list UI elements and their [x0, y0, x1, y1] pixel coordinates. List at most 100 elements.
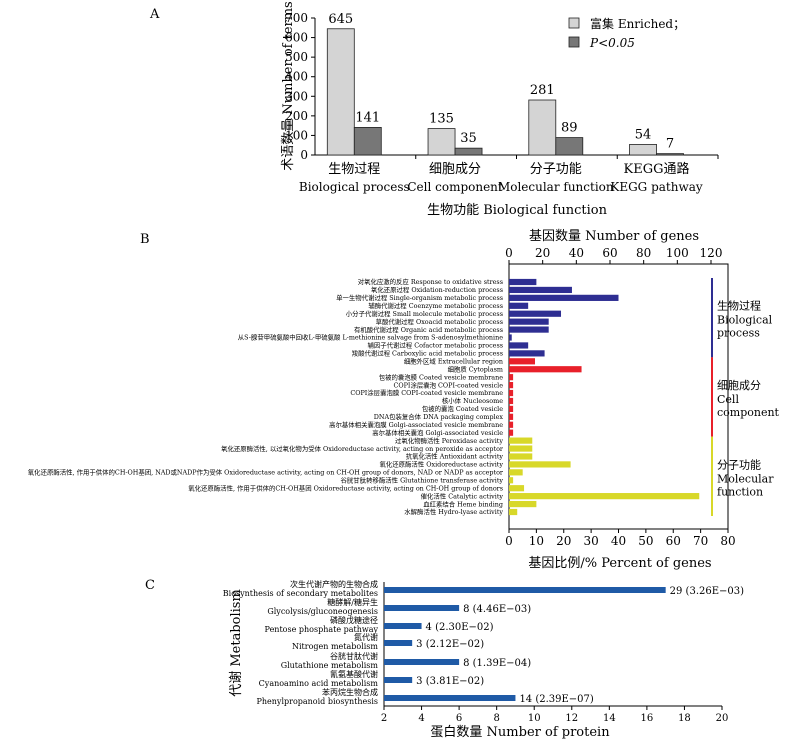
- c-bar: [384, 605, 460, 611]
- b-bar: [509, 302, 529, 309]
- a-category-cn: 细胞成分: [429, 162, 481, 177]
- a-y-tick-label: 100: [285, 128, 308, 142]
- b-term-label: 包被的囊泡膜 Coated vesicle membrane: [379, 372, 504, 381]
- b-term-label: 谷胱甘肽转移酶活性 Glutathione transferase activi…: [341, 475, 504, 484]
- b-bottom-tick-label: 0: [505, 534, 513, 548]
- a-bar: [353, 127, 382, 156]
- b-term-label: 水解酶活性 Hydro-lyase activity: [404, 507, 503, 516]
- a-legend-swatch: [568, 36, 580, 48]
- b-bar: [509, 477, 514, 484]
- b-term-label: 对氧化应激的反应 Response to oxidative stress: [358, 277, 503, 286]
- b-term-label: 核小体 Nucleosome: [442, 396, 503, 405]
- a-bar: [555, 137, 584, 156]
- b-bar: [509, 397, 514, 405]
- b-bottom-tick-label: 50: [638, 534, 653, 548]
- c-bar-value: 29 (3.26E−03): [670, 586, 744, 597]
- a-bar-value: 89: [561, 121, 578, 136]
- b-term-label: 过氧化物酶活性 Peroxidase activity: [395, 436, 503, 445]
- b-top-tick-label: 40: [569, 246, 584, 260]
- a-category-cn: KEGG通路: [624, 161, 690, 177]
- a-y-tick-label: 400: [285, 70, 308, 84]
- b-bar: [509, 413, 514, 420]
- panel-c: C 2 4 6 8 10 12 14 16 18 20 蛋白数量 Number of protein…: [145, 578, 744, 740]
- c-x-tick-label: 10: [528, 713, 541, 724]
- b-bottom-tick-label: 80: [720, 534, 735, 548]
- b-bar: [509, 326, 549, 333]
- a-bar-value: 7: [666, 137, 674, 152]
- b-term-label: 草酸代谢过程 Oxoacid metabolic process: [376, 317, 503, 326]
- a-bar: [326, 28, 355, 156]
- b-top-tick-label: 60: [602, 246, 617, 260]
- b-bar: [509, 350, 545, 357]
- b-term-label: 高尔基体相关囊泡膜 Golgi-associated vesicle membr…: [329, 420, 503, 429]
- a-bar-value: 54: [635, 127, 652, 142]
- b-term-label: 血红素结合 Heme binding: [423, 499, 503, 508]
- b-bar: [509, 469, 523, 476]
- c-pathway-en: Biosynthesis of secondary metabolites: [223, 589, 378, 598]
- b-term-label: 包被的囊泡 Coated vesicle: [422, 404, 503, 413]
- b-term-label: 羧酸代谢过程 Carboxylic acid metabolic process: [352, 349, 503, 358]
- b-bottom-tick-label: 10: [529, 534, 544, 548]
- b-term-label: 氧化还原酶活性 Oxidoreductase activity: [379, 460, 503, 469]
- b-term-label: 高尔基体相关囊泡 Golgi-associated vesicle: [372, 428, 503, 437]
- c-pathway-cn: 谷胱甘肽代谢: [330, 651, 378, 661]
- b-bottom-axis-title: 基因比例/% Percent of genes: [528, 556, 711, 571]
- a-bar-value: 141: [355, 110, 380, 125]
- b-group-label-en: Cell: [717, 393, 739, 406]
- c-bar: [384, 695, 516, 701]
- b-group-label-en: function: [717, 485, 763, 498]
- c-x-axis-title: 蛋白数量 Number of protein: [430, 724, 610, 740]
- c-bar-value: 14 (2.39E−07): [519, 694, 593, 705]
- b-bar: [509, 358, 536, 365]
- a-bar-value: 135: [429, 112, 454, 127]
- b-bar: [509, 389, 514, 397]
- a-y-axis-title: 术语数量 Number of terms: [281, 1, 296, 170]
- b-term-label: 辅因子代谢过程 Cofactor metabolic process: [367, 341, 503, 350]
- b-bar: [509, 429, 514, 436]
- a-legend-swatch: [568, 17, 580, 29]
- b-bar: [509, 382, 514, 389]
- b-term-label: 单一生物代谢过程 Single-organism metabolic proce…: [336, 293, 503, 302]
- a-y-tick-label: 700: [285, 11, 308, 25]
- b-bar: [509, 278, 537, 286]
- b-top-tick-label: 120: [700, 246, 723, 260]
- b-bar: [509, 493, 700, 500]
- c-bar-value: 4 (2.30E−02): [426, 622, 494, 633]
- c-bar: [384, 640, 413, 646]
- a-category-cn: 分子功能: [530, 162, 582, 177]
- b-bar: [509, 366, 582, 373]
- b-bar: [509, 421, 514, 428]
- b-term-label: COPI涂层囊泡膜 COPI-coated vesicle membrane: [350, 388, 503, 397]
- b-bar: [509, 286, 572, 294]
- a-bar: [629, 144, 657, 156]
- b-bottom-tick-label: 40: [611, 534, 626, 548]
- panel-a-letter: A: [149, 7, 160, 22]
- c-pathway-en: Cyanoamino acid metabolism: [259, 679, 379, 688]
- b-bar: [509, 461, 571, 468]
- b-bar: [509, 445, 533, 452]
- b-bar: [509, 437, 533, 444]
- b-term-label: 细胞质 Cytoplasm: [448, 364, 503, 373]
- panel-c-letter: C: [145, 578, 155, 593]
- b-bar: [509, 318, 549, 325]
- b-term-label: 催化活性 Catalytic activity: [421, 491, 504, 500]
- a-bar-value: 281: [530, 83, 555, 98]
- b-group-label-en: component: [717, 406, 780, 419]
- c-pathway-en: Pentose phosphate pathway: [265, 625, 379, 634]
- a-category-en: Biological process: [299, 180, 410, 194]
- b-bottom-tick-label: 60: [666, 534, 681, 548]
- c-pathway-cn: 次生代谢产物的生物合成: [290, 579, 378, 589]
- a-category-en: Molecular function: [498, 180, 614, 194]
- a-bar: [656, 153, 684, 156]
- c-x-tick-label: 4: [418, 713, 424, 724]
- b-bottom-tick-label: 30: [583, 534, 598, 548]
- b-bar: [509, 294, 619, 301]
- c-x-tick-label: 8: [493, 713, 499, 724]
- c-x-tick-label: 18: [678, 713, 691, 724]
- c-bar-value: 8 (1.39E−04): [463, 658, 531, 669]
- b-top-tick-label: 0: [505, 246, 513, 260]
- a-y-tick-label: 500: [285, 50, 308, 64]
- b-bar: [509, 334, 512, 341]
- a-y-tick-label: 300: [285, 89, 308, 103]
